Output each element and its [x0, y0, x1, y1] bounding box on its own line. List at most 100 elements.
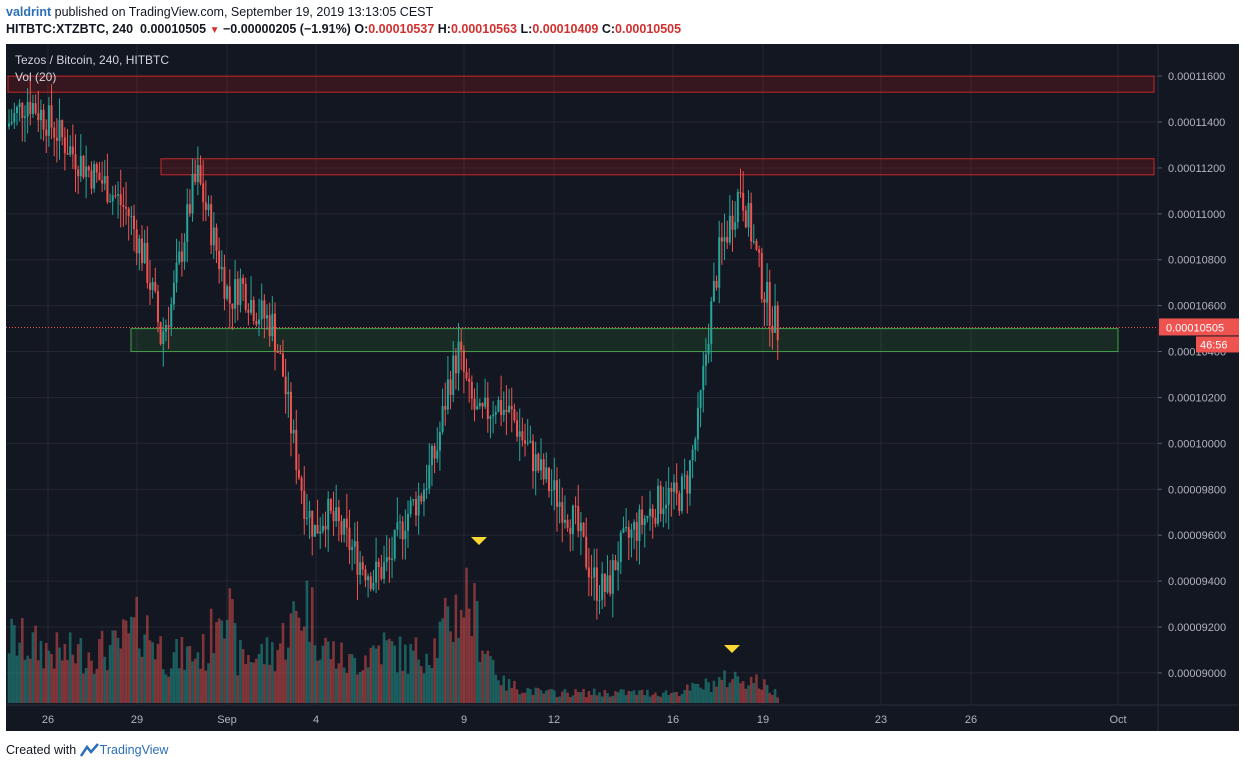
- x-tick-label: 29: [131, 714, 143, 726]
- y-tick-label: 0.00011400: [1168, 117, 1225, 129]
- candle-body: [292, 429, 295, 434]
- y-tick-label: 0.00011000: [1168, 209, 1225, 221]
- candle-body: [718, 237, 721, 288]
- volume-bar: [345, 672, 349, 703]
- volume-bar: [300, 630, 303, 703]
- volume-bar: [757, 688, 761, 703]
- volume-bar: [228, 588, 232, 703]
- candle-body: [188, 204, 191, 214]
- candle-body: [763, 298, 766, 303]
- candle-body: [319, 531, 322, 534]
- volume-bar: [590, 694, 593, 703]
- volume-bar: [68, 632, 72, 703]
- price-chart[interactable]: 0.00011600 0.00011400 0.00011200 0.00011000…: [0, 0, 1245, 740]
- volume-bar: [172, 652, 176, 703]
- candle-body: [244, 283, 247, 310]
- tradingview-brand[interactable]: TradingView: [99, 743, 169, 757]
- volume-bar: [433, 638, 436, 703]
- volume-bar: [183, 669, 186, 703]
- candle-body: [760, 252, 763, 299]
- volume-marker-triangle: [471, 537, 487, 545]
- candle-body: [242, 277, 245, 284]
- candle-body: [497, 399, 500, 412]
- candle-body: [683, 475, 686, 477]
- candle-body: [393, 529, 396, 559]
- volume-bar: [741, 681, 745, 703]
- volume-bar: [334, 668, 338, 703]
- candle-body: [220, 266, 223, 270]
- y-tick-label: 0.00011200: [1168, 163, 1225, 175]
- low-value: 0.00010409: [532, 22, 599, 36]
- candle-body: [680, 476, 683, 512]
- volume-bar: [744, 688, 748, 703]
- candle-body: [537, 454, 540, 471]
- candle-body: [93, 164, 96, 189]
- author-name[interactable]: valdrint: [6, 5, 52, 19]
- volume-bar: [505, 690, 508, 703]
- volume-bar: [111, 630, 115, 703]
- candle-body: [356, 541, 359, 575]
- volume-bar: [470, 636, 474, 703]
- time-axis[interactable]: 26 29 Sep 4 9 12 16 19 23 26 Oct: [42, 714, 1127, 726]
- price-axis[interactable]: 0.00011600 0.00011400 0.00011200 0.00011000…: [1158, 71, 1226, 680]
- volume-bar: [584, 697, 588, 703]
- candle-body: [609, 575, 612, 594]
- candle-body: [69, 146, 72, 155]
- volume-bar: [289, 613, 293, 703]
- high-label: H:: [437, 22, 451, 36]
- volume-bar: [28, 658, 32, 703]
- volume-bar: [358, 671, 362, 703]
- candle-body: [593, 567, 596, 578]
- candle-body: [148, 282, 151, 290]
- volume-bar: [430, 667, 434, 703]
- volume-bar: [539, 690, 543, 703]
- volume-bar: [401, 670, 404, 703]
- candle-body: [345, 518, 348, 528]
- candle-body: [135, 229, 138, 254]
- volume-bar: [239, 639, 242, 703]
- candle-body: [670, 488, 673, 492]
- candle-body: [619, 532, 622, 562]
- volume-bar: [720, 679, 724, 703]
- candle-body: [303, 490, 306, 519]
- volume-bar: [382, 632, 386, 703]
- candle-body: [460, 341, 463, 350]
- candle-body: [324, 525, 327, 530]
- volume-bar: [297, 617, 301, 703]
- candle-body: [715, 281, 718, 288]
- candle-body: [577, 506, 580, 531]
- volume-bar: [709, 691, 713, 703]
- candle-body: [391, 558, 394, 560]
- candle-body: [313, 524, 316, 537]
- header-line-2: HITBTC:XTZBTC, 240 0.00010505 ▼ −0.00000…: [6, 22, 681, 36]
- volume-bar: [574, 689, 577, 703]
- candle-body: [380, 567, 383, 579]
- volume-bar: [670, 693, 673, 703]
- candle-body: [481, 402, 484, 407]
- volume-bar: [595, 695, 599, 703]
- volume-bar: [420, 666, 423, 703]
- candle-body: [595, 567, 598, 601]
- volume-bar: [212, 653, 216, 703]
- candle-body: [361, 562, 364, 570]
- volume-bar: [310, 587, 314, 703]
- volume-bar: [393, 645, 396, 703]
- zones: [7, 75, 1155, 353]
- candle-body: [138, 238, 141, 254]
- volume-bar: [90, 660, 93, 703]
- candle-body: [247, 309, 250, 313]
- volume-bar: [215, 621, 218, 703]
- volume-bar: [640, 689, 644, 703]
- candles: [8, 77, 779, 620]
- candle-body: [297, 469, 300, 478]
- footer: Created with TradingView: [6, 743, 168, 760]
- volume-bar: [388, 638, 391, 703]
- candle-body: [513, 409, 516, 421]
- candle-body: [598, 599, 601, 601]
- candle-body: [218, 250, 221, 270]
- volume-bar: [553, 690, 556, 703]
- candle-body: [159, 322, 162, 344]
- candle-body: [281, 353, 284, 377]
- volume-bar: [321, 645, 325, 703]
- candle-body: [518, 431, 521, 437]
